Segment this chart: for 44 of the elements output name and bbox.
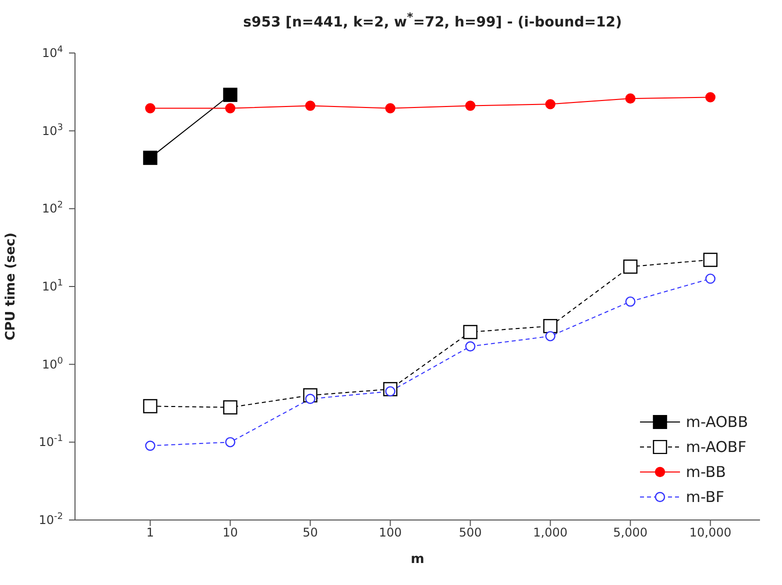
point (623, 260, 638, 274)
point (545, 99, 556, 110)
y-tick-label: 10$^{1}$ (42, 278, 63, 294)
point (705, 274, 716, 284)
point (543, 318, 558, 334)
point (625, 296, 636, 307)
chart-title: s953 [n=441, k=2, w$^{*}$=72, h=99] - (i-bound=12) (242, 10, 623, 31)
point (625, 93, 636, 104)
point (305, 100, 316, 111)
y-tick-label: 10$^{3}$ (42, 122, 63, 138)
x-tick-label: 1 (146, 526, 154, 540)
point (223, 88, 238, 102)
point (225, 103, 236, 114)
point (545, 331, 556, 342)
x-tick-label: 100 (378, 526, 402, 540)
point (225, 437, 236, 448)
x-tick-label: 5,000 (613, 526, 648, 540)
point (465, 100, 476, 111)
y-tick-label: 10$^{-2}$ (38, 512, 63, 527)
x-tick-label: 50 (302, 526, 318, 540)
point (223, 400, 238, 414)
point (385, 103, 396, 114)
point (145, 103, 156, 114)
y-tick-label: 10$^{4}$ (42, 45, 64, 60)
point (705, 92, 716, 102)
legend-label: m-BB (686, 462, 726, 480)
legend-label: m-BF (686, 488, 724, 506)
x-tick-label: 1,000 (533, 526, 568, 540)
y-tick-label: 10$^{2}$ (42, 200, 63, 216)
legend-label: m-AOBB (686, 412, 748, 430)
point (143, 150, 158, 165)
y-tick-label: 10$^{-1}$ (38, 434, 63, 450)
y-axis-title: CPU time (sec) (4, 232, 19, 340)
x-tick-label: 10,000 (689, 526, 732, 540)
y-tick-label: 10$^{0}$ (42, 356, 64, 372)
legend-label: m-AOBF (686, 438, 746, 456)
point (145, 440, 156, 451)
point (143, 399, 158, 414)
point (465, 341, 476, 352)
x-tick-label: 500 (458, 526, 482, 540)
x-tick-label: 10 (222, 526, 238, 540)
point (703, 252, 718, 267)
point (463, 324, 478, 340)
x-axis-title: m (410, 552, 424, 567)
